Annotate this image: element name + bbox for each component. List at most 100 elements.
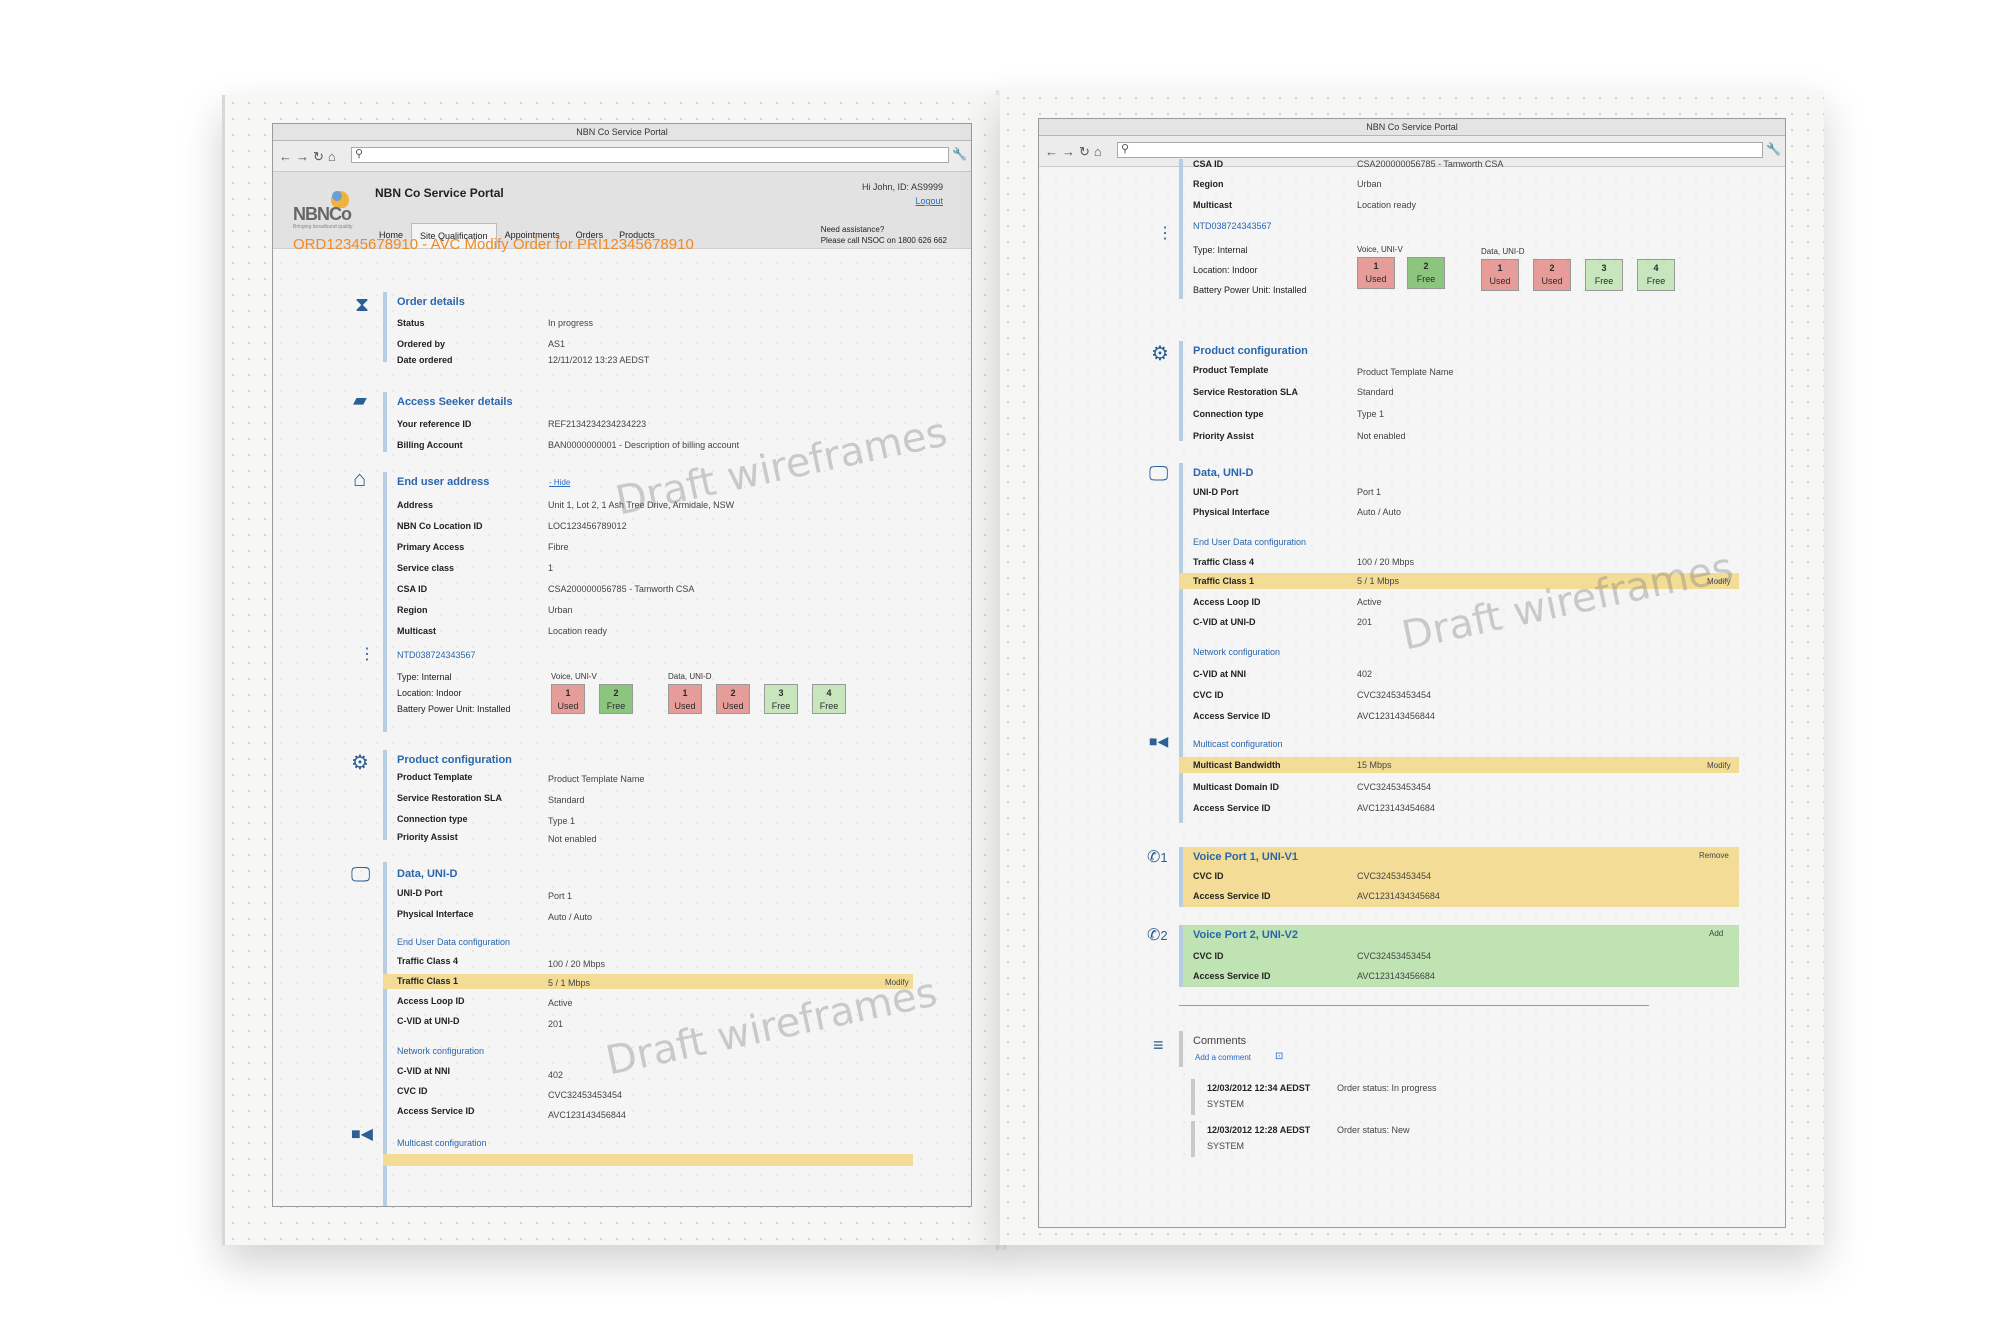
data-ports-label: Data, UNI-D xyxy=(668,672,712,681)
back-icon[interactable]: ← xyxy=(279,149,296,164)
back-icon[interactable]: ← xyxy=(1045,144,1062,159)
ntd-location: Location: Indoor xyxy=(397,688,462,698)
voice-port-2[interactable]: 2 Free xyxy=(599,684,633,714)
field-value: 15 Mbps xyxy=(1357,760,1392,770)
data-port-4[interactable]: 4 Free xyxy=(812,684,846,714)
field-label: CVC ID xyxy=(1193,951,1224,961)
home-icon[interactable]: ⌂ xyxy=(327,149,340,164)
field-label: Access Loop ID xyxy=(1193,597,1261,607)
refresh-icon[interactable]: ↻ xyxy=(313,149,328,164)
remove-link[interactable]: Remove xyxy=(1699,851,1729,860)
add-link[interactable]: Add xyxy=(1709,929,1724,938)
wrench-icon[interactable]: 🔧 xyxy=(1766,142,1781,156)
url-input[interactable]: ⚲ xyxy=(1117,142,1763,158)
main-tabs: Home Site Qualification Appointments Ord… xyxy=(371,223,663,248)
field-label: NBN Co Location ID xyxy=(397,521,483,531)
gear-icon: ⚙ xyxy=(1151,343,1169,365)
data-port-2[interactable]: 2 Used xyxy=(1533,259,1571,291)
field-label: Primary Access xyxy=(397,542,465,552)
tab-site-qualification[interactable]: Site Qualification xyxy=(411,223,497,248)
field-value: Active xyxy=(548,998,573,1008)
refresh-icon[interactable]: ↻ xyxy=(1079,144,1094,159)
field-label: Multicast xyxy=(1193,200,1233,210)
section-title: Order details xyxy=(397,296,465,308)
add-comment-icon[interactable]: ⊡ xyxy=(1275,1051,1284,1062)
add-comment-link[interactable]: Add a comment xyxy=(1195,1053,1252,1062)
field-label: Traffic Class 1 xyxy=(397,976,459,986)
video-camera-icon: ■◀ xyxy=(1149,733,1169,749)
field-value: AVC123143456844 xyxy=(1357,711,1435,721)
field-label: Access Service ID xyxy=(1193,971,1271,981)
forward-icon[interactable]: → xyxy=(296,149,313,164)
comment-item: 12/03/2012 12:34 AEDST SYSTEM Order stat… xyxy=(1191,1079,1555,1115)
field-value: CVC32453453454 xyxy=(548,1090,623,1100)
nbn-logo[interactable]: NBNCo Bringing broadband quality xyxy=(293,186,357,230)
section-title: Data, UNI-D xyxy=(397,868,458,880)
field-label: Date ordered xyxy=(397,355,453,365)
end-user-address-continued: CSA ID CSA200000056785 - Tamworth CSA Re… xyxy=(1179,159,1739,299)
nav-buttons[interactable]: ←→↻⌂ xyxy=(279,149,340,165)
field-value: 5 / 1 Mbps xyxy=(1357,576,1400,586)
field-label: Access Service ID xyxy=(1193,891,1271,901)
field-label: Priority Assist xyxy=(397,832,458,842)
data-port-3[interactable]: 3 Free xyxy=(764,684,798,714)
assist-line-1: Need assistance? xyxy=(820,225,885,234)
field-label: Multicast Domain ID xyxy=(1193,782,1280,792)
modified-row-highlight xyxy=(1179,573,1739,589)
app-header: NBNCo Bringing broadband quality NBN Co … xyxy=(273,172,971,249)
voice-port-1[interactable]: 1 Used xyxy=(551,684,585,714)
voice-port-2[interactable]: 2 Free xyxy=(1407,257,1445,289)
field-label: Status xyxy=(397,318,425,328)
comment-author: SYSTEM xyxy=(1207,1141,1245,1151)
subsection-title: Multicast configuration xyxy=(1193,739,1283,749)
field-label: Ordered by xyxy=(397,339,446,349)
field-value: Product Template Name xyxy=(548,774,645,784)
logo-burst-icon xyxy=(331,191,349,208)
field-label: Product Template xyxy=(397,772,473,782)
user-info: Hi John, ID: AS9999 Logout xyxy=(862,182,943,206)
field-value: Active xyxy=(1357,597,1382,607)
voice-port-1[interactable]: 1 Used xyxy=(1357,257,1395,289)
modify-link[interactable]: Modify xyxy=(1707,761,1731,770)
field-label: Traffic Class 4 xyxy=(397,956,459,966)
forward-icon[interactable]: → xyxy=(1062,144,1079,159)
tab-orders[interactable]: Orders xyxy=(575,230,604,240)
field-label: C-VID at NNI xyxy=(1193,669,1247,679)
more-vertical-icon: ⋮ xyxy=(359,646,375,663)
field-value: Urban xyxy=(548,605,573,615)
section-title: Comments xyxy=(1193,1035,1247,1047)
data-port-3[interactable]: 3 Free xyxy=(1585,259,1623,291)
window-title: NBN Co Service Portal xyxy=(273,124,971,141)
field-value: CVC32453453454 xyxy=(1357,871,1432,881)
hide-link[interactable]: - Hide xyxy=(549,478,571,487)
subsection-title: Network configuration xyxy=(397,1046,485,1056)
ntd-id: NTD038724343567 xyxy=(1193,221,1272,231)
data-port-2[interactable]: 2 Used xyxy=(716,684,750,714)
url-input[interactable]: ⚲ xyxy=(351,147,949,163)
data-port-4[interactable]: 4 Free xyxy=(1637,259,1675,291)
field-value: 1 xyxy=(548,563,554,573)
assist-line-2: Please call NSOC on 1800 626 662 xyxy=(820,236,947,245)
field-value: Port 1 xyxy=(1357,487,1382,497)
order-title: ORD12345678910 - AVC Modify Order for PR… xyxy=(293,236,694,253)
logout-link[interactable]: Logout xyxy=(915,196,943,206)
field-label: Service class xyxy=(397,563,455,573)
data-port-1[interactable]: 1 Used xyxy=(1481,259,1519,291)
home-icon[interactable]: ⌂ xyxy=(1093,144,1106,159)
field-label: Multicast Bandwidth xyxy=(1193,760,1281,770)
field-value: 402 xyxy=(548,1070,564,1080)
wrench-icon[interactable]: 🔧 xyxy=(952,147,967,161)
product-config-section: Product configuration Product Template P… xyxy=(383,750,943,844)
data-port-1[interactable]: 1 Used xyxy=(668,684,702,714)
monitor-icon: 🖵 xyxy=(1149,463,1169,485)
nav-buttons[interactable]: ←→↻⌂ xyxy=(1045,144,1106,160)
tab-appointments[interactable]: Appointments xyxy=(504,230,560,240)
house-icon: ⌂ xyxy=(353,466,367,491)
field-value: 5 / 1 Mbps xyxy=(548,978,591,988)
modify-link[interactable]: Modify xyxy=(1707,577,1731,586)
modify-link[interactable]: Modify xyxy=(885,978,909,987)
browser-window-right: NBN Co Service Portal ←→↻⌂ ⚲ 🔧 CSA ID CS… xyxy=(1038,118,1786,1228)
tab-products[interactable]: Products xyxy=(619,230,655,240)
tab-home[interactable]: Home xyxy=(379,230,404,240)
field-value: CVC32453453454 xyxy=(1357,951,1432,961)
